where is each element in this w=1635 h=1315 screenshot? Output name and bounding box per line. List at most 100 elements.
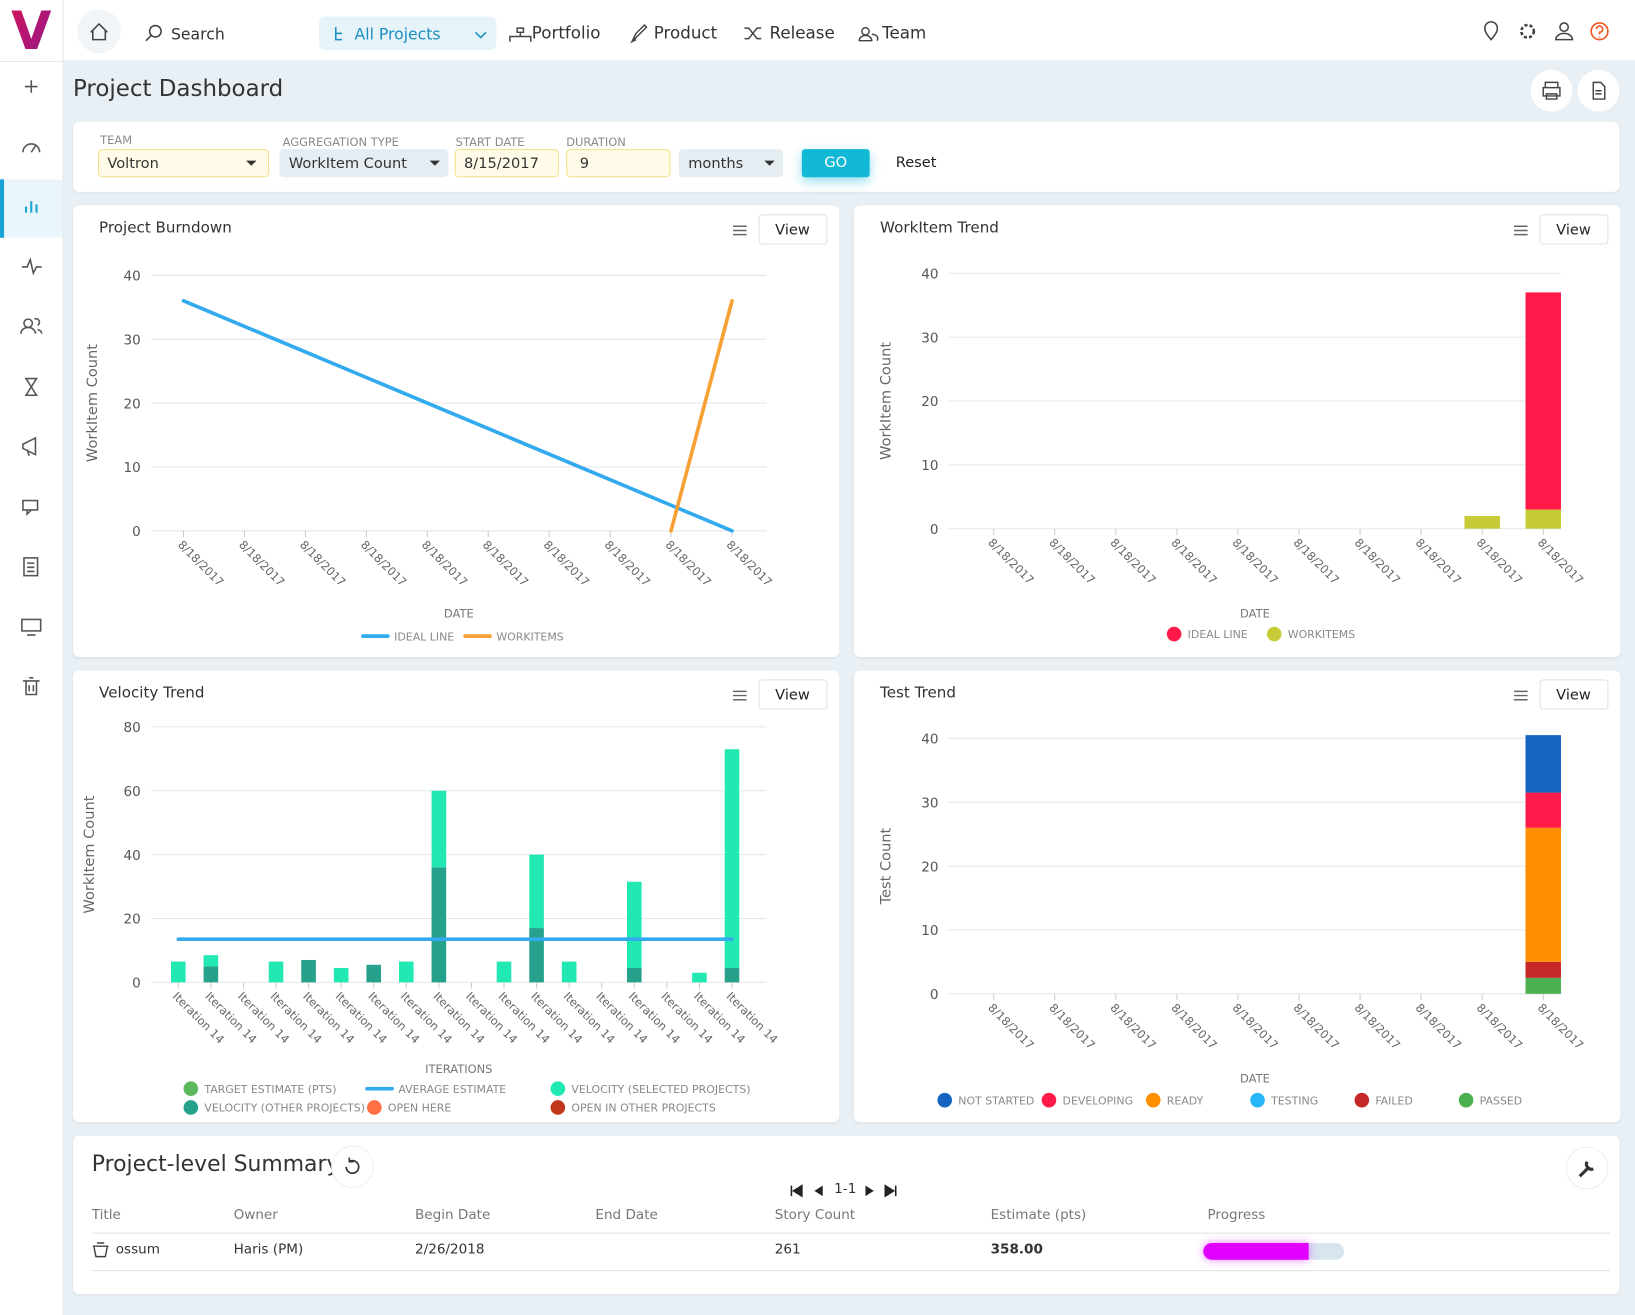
view-button-label[interactable]: View — [1556, 222, 1591, 239]
location-icon[interactable] — [1484, 21, 1499, 41]
legend-label[interactable]: VELOCITY (SELECTED PROJECTS) — [571, 1083, 750, 1096]
bar-segment — [496, 961, 512, 983]
legend-marker[interactable] — [183, 1100, 199, 1115]
column-header: Progress — [1207, 1207, 1266, 1224]
view-button-label[interactable]: View — [1556, 687, 1591, 704]
logo[interactable]: V — [11, 2, 52, 62]
menu-icon[interactable] — [1514, 225, 1528, 236]
legend-marker[interactable] — [1145, 1092, 1161, 1108]
go-button[interactable]: GO — [801, 149, 870, 178]
view-button-label[interactable]: View — [775, 687, 810, 704]
pager-prev[interactable] — [814, 1185, 823, 1197]
legend-label[interactable]: TESTING — [1270, 1094, 1318, 1107]
y-tick-label: 20 — [921, 859, 938, 875]
view-button[interactable] — [758, 679, 828, 710]
legend-label[interactable]: AVERAGE ESTIMATE — [398, 1083, 506, 1096]
legend-label[interactable]: PASSED — [1480, 1094, 1523, 1107]
menu-icon[interactable] — [733, 225, 747, 236]
print-button[interactable] — [1530, 69, 1573, 112]
refresh-button[interactable] — [330, 1144, 376, 1190]
start-date-input[interactable]: 8/15/2017 — [454, 149, 559, 178]
legend-label[interactable]: OPEN HERE — [388, 1102, 452, 1115]
legend-label[interactable]: IDEAL LINE — [1188, 628, 1248, 641]
menu-item[interactable]: Portfolio — [531, 22, 601, 43]
view-button[interactable] — [1539, 679, 1609, 710]
legend-marker[interactable] — [1458, 1092, 1474, 1108]
pager-first[interactable] — [790, 1184, 803, 1198]
pager-next[interactable] — [865, 1185, 874, 1197]
aggregation-select[interactable]: WorkItem Count — [279, 149, 449, 178]
view-button[interactable] — [1539, 214, 1609, 245]
pager-last[interactable] — [884, 1184, 897, 1198]
y-axis-label: WorkItem Count — [84, 344, 101, 462]
legend-label[interactable]: WORKITEMS — [496, 630, 563, 643]
legend-marker[interactable] — [183, 1081, 199, 1097]
legend-marker[interactable] — [1250, 1092, 1265, 1108]
y-axis-label: WorkItem Count — [877, 342, 894, 460]
menu-item[interactable]: Team — [882, 22, 927, 43]
bar-segment — [561, 961, 577, 983]
duration-input[interactable]: 9 — [566, 149, 671, 178]
legend-label[interactable]: NOT STARTED — [958, 1094, 1034, 1107]
legend-marker[interactable] — [1354, 1092, 1370, 1108]
x-tick-label: 8/18/2017 — [1107, 536, 1158, 587]
x-tick-label: 8/18/2017 — [1535, 1001, 1586, 1052]
tools-icon — [1578, 1161, 1594, 1178]
search[interactable]: Search — [171, 25, 225, 44]
pager-controls — [790, 1184, 897, 1198]
x-tick-label: 8/18/2017 — [1169, 536, 1220, 587]
legend-label[interactable]: FAILED — [1375, 1094, 1412, 1107]
legend-marker[interactable] — [550, 1081, 566, 1097]
bar-segment — [431, 867, 447, 983]
x-tick-label: 8/18/2017 — [1352, 536, 1403, 587]
select-carets — [246, 160, 775, 166]
table-cell: 261 — [774, 1241, 801, 1258]
home-button[interactable] — [77, 9, 121, 54]
y-tick-label: 0 — [132, 524, 141, 540]
menu-item[interactable]: Product — [653, 22, 718, 43]
nav-icons[interactable] — [0, 80, 63, 696]
legend-label[interactable]: OPEN IN OTHER PROJECTS — [571, 1102, 715, 1115]
legend-label[interactable]: WORKITEMS — [1288, 628, 1355, 641]
y-tick-label: 40 — [921, 732, 938, 748]
menu-icon[interactable] — [733, 690, 747, 701]
project-selector[interactable] — [319, 16, 497, 51]
team-select[interactable]: Voltron — [98, 149, 270, 178]
legend-marker[interactable] — [367, 1100, 382, 1115]
project-selector-label[interactable]: All Projects — [354, 25, 441, 44]
reset-button[interactable]: Reset — [895, 154, 937, 172]
unit-select[interactable]: months — [678, 149, 784, 178]
legend-marker[interactable] — [937, 1092, 953, 1108]
legend-label[interactable]: READY — [1167, 1094, 1204, 1107]
y-tick-label: 80 — [124, 720, 141, 736]
x-tick-label: 8/18/2017 — [663, 538, 714, 589]
tools-button[interactable] — [1564, 1145, 1610, 1191]
x-axis-label: DATE — [1240, 606, 1270, 620]
release-icon — [744, 27, 762, 40]
legend-marker[interactable] — [1041, 1092, 1057, 1108]
x-tick-label: 8/18/2017 — [1230, 1001, 1281, 1052]
table-cell: ossum — [115, 1241, 160, 1258]
menu-icon[interactable] — [1514, 690, 1528, 701]
legend-label[interactable]: DEVELOPING — [1063, 1094, 1134, 1107]
bar-segment — [724, 749, 740, 968]
user-icon[interactable] — [1559, 22, 1570, 33]
x-tick-label: 8/18/2017 — [1474, 1001, 1525, 1052]
view-button[interactable] — [758, 214, 828, 245]
x-axis-label: DATE — [444, 606, 474, 620]
table-rule — [91, 1232, 1610, 1234]
legend-marker[interactable] — [550, 1100, 566, 1115]
settings-icon[interactable] — [1520, 23, 1536, 39]
chart-panel: WorkItem Trend View WorkItem Count 0 10 20 30 4… — [853, 205, 1621, 657]
legend-label[interactable]: TARGET ESTIMATE (PTS) — [203, 1083, 336, 1096]
legend-marker[interactable] — [1266, 626, 1282, 642]
help-icon[interactable] — [1590, 22, 1609, 41]
legend-marker[interactable] — [1166, 626, 1182, 642]
legend-label[interactable]: IDEAL LINE — [394, 630, 454, 643]
bar-segment — [203, 966, 219, 983]
menu-item[interactable]: Release — [769, 22, 835, 43]
legend-label[interactable]: VELOCITY (OTHER PROJECTS) — [204, 1102, 365, 1115]
x-tick-label: 8/18/2017 — [297, 538, 348, 589]
view-button-label[interactable]: View — [775, 222, 810, 239]
